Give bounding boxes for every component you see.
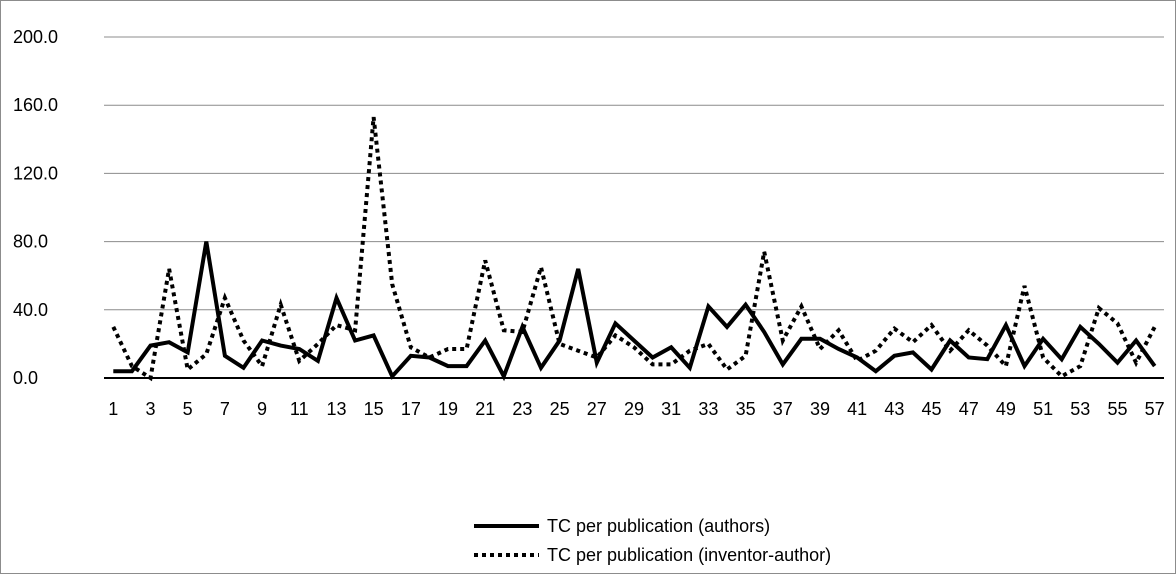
x-tick-label: 51 — [1033, 399, 1053, 419]
x-tick-label: 39 — [810, 399, 830, 419]
y-tick-label: 160.0 — [13, 95, 58, 115]
x-tick-label: 7 — [220, 399, 230, 419]
x-tick-label: 1 — [108, 399, 118, 419]
x-tick-label: 27 — [587, 399, 607, 419]
x-tick-label: 11 — [290, 399, 309, 419]
x-tick-label: 19 — [438, 399, 458, 419]
x-tick-label: 35 — [736, 399, 756, 419]
y-axis-tick-labels: 0.0 40.0 80.0 120.0 160.0 200.0 — [13, 27, 58, 388]
x-tick-label: 57 — [1145, 399, 1165, 419]
y-tick-label: 120.0 — [13, 163, 58, 183]
x-tick-label: 43 — [884, 399, 904, 419]
x-tick-label: 45 — [922, 399, 942, 419]
x-tick-label: 21 — [475, 399, 495, 419]
legend: TC per publication (authors) TC per publi… — [474, 516, 831, 565]
x-tick-label: 41 — [847, 399, 867, 419]
x-tick-label: 9 — [257, 399, 267, 419]
x-tick-label: 17 — [401, 399, 421, 419]
x-tick-label: 15 — [364, 399, 384, 419]
y-tick-label: 80.0 — [13, 232, 48, 252]
x-tick-label: 25 — [550, 399, 570, 419]
x-tick-label: 23 — [512, 399, 532, 419]
legend-label: TC per publication (inventor-author) — [547, 545, 831, 565]
x-tick-label: 55 — [1107, 399, 1127, 419]
y-tick-label: 200.0 — [13, 27, 58, 47]
legend-label: TC per publication (authors) — [547, 516, 770, 536]
x-tick-label: 37 — [773, 399, 793, 419]
x-tick-label: 5 — [183, 399, 193, 419]
x-tick-label: 13 — [326, 399, 346, 419]
x-tick-label: 49 — [996, 399, 1016, 419]
y-tick-label: 40.0 — [13, 300, 48, 320]
x-tick-label: 47 — [959, 399, 979, 419]
x-tick-label: 31 — [661, 399, 681, 419]
y-tick-label: 0.0 — [13, 368, 38, 388]
series-lines — [113, 117, 1155, 378]
x-tick-label: 53 — [1070, 399, 1090, 419]
x-tick-label: 33 — [698, 399, 718, 419]
x-tick-label: 29 — [624, 399, 644, 419]
x-tick-label: 3 — [145, 399, 155, 419]
